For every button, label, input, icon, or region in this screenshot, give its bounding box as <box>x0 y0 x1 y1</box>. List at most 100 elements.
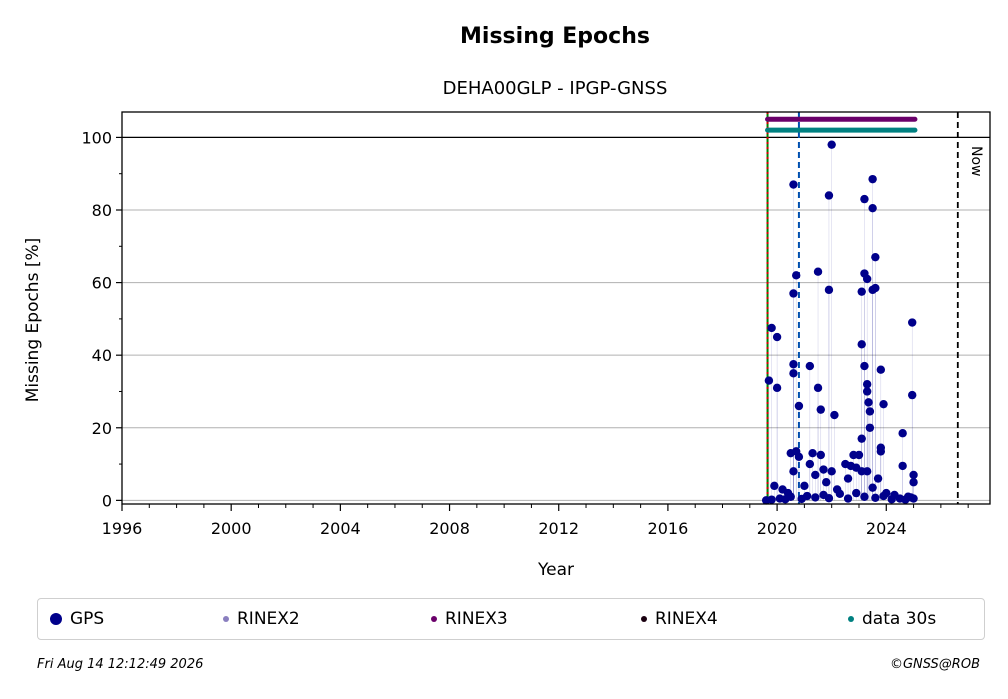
gps-point <box>811 493 820 502</box>
gps-point <box>789 360 798 369</box>
gps-point <box>800 481 809 491</box>
gps-point <box>879 491 888 501</box>
footer-copyright: ©GNSS@ROB <box>889 657 980 672</box>
y-tick-label: 40 <box>92 346 112 365</box>
gps-point <box>868 483 877 492</box>
y-tick-label: 60 <box>92 274 112 293</box>
legend: GPS RINEX2 RINEX3 RINEX4 data 30s <box>37 598 985 640</box>
gps-point <box>789 180 798 189</box>
x-tick-label: 2008 <box>429 519 470 538</box>
y-axis-label: Missing Epochs [%] <box>23 238 43 403</box>
gps-point <box>827 467 836 476</box>
gps-point <box>764 376 774 385</box>
gps-point <box>857 434 866 443</box>
legend-marker-gps <box>50 613 62 625</box>
gps-point <box>816 450 825 460</box>
gps-point <box>865 407 875 416</box>
gps-point <box>770 481 779 491</box>
gps-point <box>824 493 834 503</box>
gps-point <box>909 470 918 480</box>
footer-timestamp: Fri Aug 14 12:12:49 2026 <box>37 657 204 672</box>
gps-point <box>772 332 782 342</box>
legend-item-rinex2: RINEX2 <box>223 599 300 639</box>
chart-title: Missing Epochs <box>460 24 650 49</box>
gps-point <box>808 448 817 458</box>
gps-point <box>860 492 869 501</box>
gps-point <box>871 283 880 293</box>
gps-point <box>857 287 866 296</box>
gps-point <box>871 493 880 503</box>
x-tick-label: 1996 <box>102 519 143 538</box>
gps-point <box>908 318 917 327</box>
gps-point <box>794 452 804 462</box>
data-marks <box>761 112 959 505</box>
gps-point <box>852 488 861 498</box>
chart-subtitle: DEHA00GLP - IPGP-GNSS <box>443 78 668 99</box>
gps-point <box>864 398 873 407</box>
gps-point <box>862 380 872 389</box>
legend-label-rinex2: RINEX2 <box>237 609 300 629</box>
gps-point <box>805 459 815 469</box>
legend-marker-rinex4 <box>641 616 647 622</box>
gps-point <box>876 447 886 456</box>
legend-marker-rinex3 <box>431 616 437 622</box>
legend-label-rinex3: RINEX3 <box>445 609 508 629</box>
gps-point <box>789 289 798 298</box>
x-tick-label: 2020 <box>757 519 798 538</box>
gps-point <box>887 495 896 504</box>
gps-point <box>786 492 795 501</box>
gps-point <box>865 423 875 432</box>
gps-point <box>876 365 886 374</box>
gps-point <box>822 478 831 487</box>
legend-marker-data-30s <box>848 616 854 622</box>
gps-point <box>873 474 883 483</box>
gps-point <box>816 405 825 414</box>
gps-point <box>857 340 866 349</box>
y-tick-label: 80 <box>92 201 112 220</box>
gps-point <box>835 489 845 499</box>
gps-point <box>879 399 888 409</box>
gps-point <box>830 410 839 420</box>
legend-label-rinex4: RINEX4 <box>655 609 718 629</box>
gps-point <box>868 203 877 213</box>
gps-point <box>898 461 907 471</box>
gps-point <box>767 495 776 504</box>
gps-point <box>909 478 918 487</box>
gps-point <box>871 252 880 262</box>
gps-point <box>805 361 815 371</box>
gps-point <box>813 267 823 276</box>
gps-point <box>868 174 877 184</box>
legend-marker-rinex2 <box>223 616 229 622</box>
x-tick-label: 2016 <box>648 519 689 538</box>
legend-label-gps: GPS <box>70 609 105 629</box>
gps-point <box>854 450 864 460</box>
gps-point <box>789 467 798 476</box>
gps-point <box>811 470 820 480</box>
gps-point <box>802 491 812 501</box>
gps-point <box>862 274 872 284</box>
x-tick-label: 2000 <box>211 519 252 538</box>
gps-point <box>819 465 828 474</box>
gps-point <box>789 369 798 378</box>
x-tick-label: 2004 <box>320 519 361 538</box>
gps-point <box>772 383 782 393</box>
legend-item-data-30s: data 30s <box>848 599 936 639</box>
gps-point <box>908 390 917 400</box>
gps-point <box>862 467 872 476</box>
x-tick-label: 2024 <box>866 519 907 538</box>
gps-point <box>860 194 869 204</box>
gps-point <box>767 323 776 333</box>
gps-point <box>792 271 801 280</box>
gps-point <box>813 383 823 393</box>
gps-point <box>843 474 853 483</box>
gps-point <box>794 401 804 411</box>
gps-point <box>824 191 834 200</box>
y-tick-label: 0 <box>102 491 112 510</box>
gps-point <box>843 494 853 503</box>
grid-lines <box>122 136 990 501</box>
x-tick-label: 2012 <box>538 519 579 538</box>
gps-point <box>860 361 869 371</box>
missing-epochs-chart: Missing Epochs DEHA00GLP - IPGP-GNSS 0 20… <box>23 24 991 580</box>
gps-point <box>824 285 834 295</box>
legend-item-rinex4: RINEX4 <box>641 599 718 639</box>
